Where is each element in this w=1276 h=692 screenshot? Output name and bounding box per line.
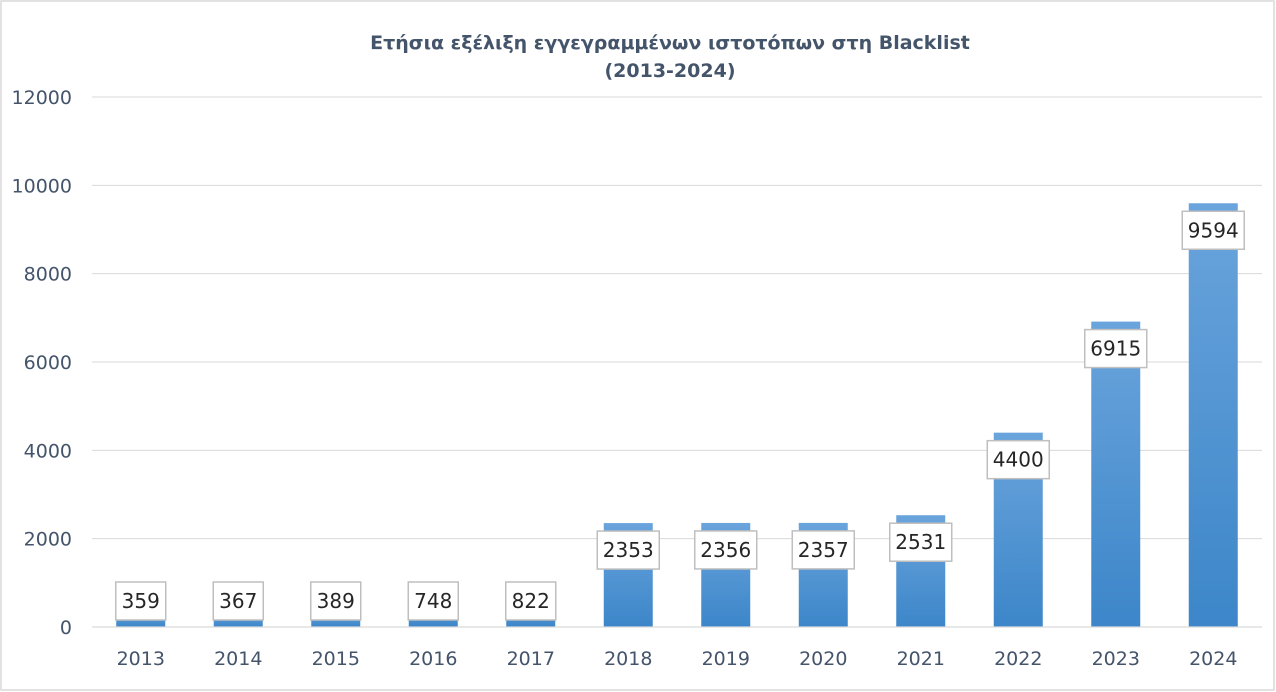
chart-title-line-2: (2013-2024) bbox=[604, 60, 735, 82]
data-label-box bbox=[1084, 328, 1148, 369]
data-label-box bbox=[596, 530, 660, 570]
x-tick-label: 2013 bbox=[117, 648, 165, 670]
x-tick-label: 2022 bbox=[994, 648, 1042, 670]
data-label-box bbox=[791, 530, 855, 570]
data-label-box bbox=[694, 530, 758, 570]
data-label: 4400 bbox=[993, 448, 1044, 472]
data-label: 389 bbox=[317, 589, 355, 613]
data-label-box bbox=[1181, 210, 1245, 251]
data-label-box bbox=[115, 581, 167, 621]
data-label: 367 bbox=[219, 589, 257, 613]
x-tick-label: 2018 bbox=[604, 648, 652, 670]
x-tick-label: 2023 bbox=[1092, 648, 1140, 670]
x-tick-label: 2016 bbox=[409, 648, 457, 670]
x-axis-ticks: 2013 2014 2015 2016 2017 2018 2019 2020 2021 2022… bbox=[117, 648, 1238, 670]
data-label-box bbox=[986, 439, 1050, 480]
data-label: 359 bbox=[122, 589, 160, 613]
data-label: 2356 bbox=[700, 538, 751, 562]
x-tick-label: 2015 bbox=[312, 648, 360, 670]
y-tick-label: 10000 bbox=[12, 175, 72, 197]
y-tick-label: 12000 bbox=[12, 87, 72, 109]
x-tick-label: 2020 bbox=[799, 648, 847, 670]
data-label-box bbox=[505, 581, 557, 621]
y-tick-label: 6000 bbox=[24, 352, 72, 374]
y-tick-label: 4000 bbox=[24, 440, 72, 462]
y-axis-ticks: 0 2000 4000 6000 8000 10000 12000 bbox=[12, 87, 72, 639]
data-label: 2353 bbox=[603, 538, 654, 562]
data-label: 2531 bbox=[895, 530, 946, 554]
y-tick-label: 0 bbox=[60, 617, 72, 639]
x-tick-label: 2024 bbox=[1189, 648, 1237, 670]
data-label: 9594 bbox=[1188, 218, 1239, 242]
data-label-box bbox=[889, 522, 953, 562]
y-tick-label: 8000 bbox=[24, 264, 72, 286]
x-tick-label: 2014 bbox=[214, 648, 262, 670]
data-label-box bbox=[212, 581, 264, 621]
gridlines bbox=[92, 96, 1262, 540]
data-label-box bbox=[310, 581, 362, 621]
bar-2024 bbox=[1188, 203, 1238, 627]
data-label: 822 bbox=[512, 589, 550, 613]
data-label-box bbox=[407, 581, 459, 621]
data-label: 748 bbox=[414, 589, 452, 613]
x-tick-label: 2021 bbox=[897, 648, 945, 670]
chart-title-line-1: Ετήσια εξέλιξη εγγεγραμμένων ιστοτόπων σ… bbox=[370, 32, 970, 54]
data-label: 6915 bbox=[1090, 337, 1141, 361]
data-label: 2357 bbox=[798, 538, 849, 562]
x-tick-label: 2019 bbox=[702, 648, 750, 670]
x-tick-label: 2017 bbox=[507, 648, 555, 670]
y-tick-label: 2000 bbox=[24, 529, 72, 551]
bar-2023 bbox=[1091, 321, 1141, 627]
data-labels: 359 367 389 748 822 2353 2356 2357 2531 4400 6915 9… bbox=[115, 210, 1245, 621]
